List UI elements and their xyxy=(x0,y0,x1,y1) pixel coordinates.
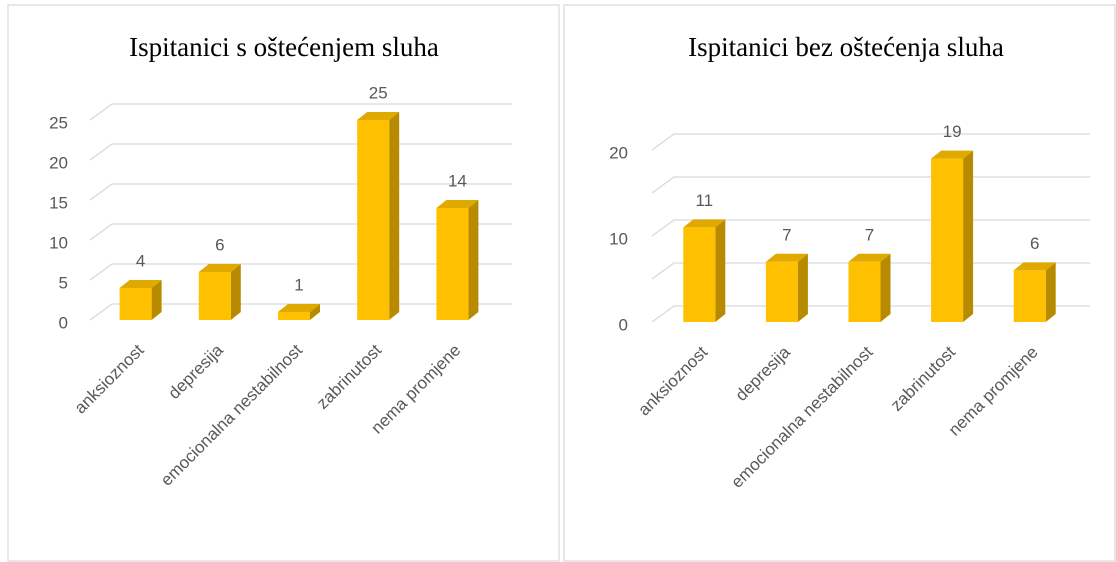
y-tick-label: 10 xyxy=(609,229,628,248)
bar-top xyxy=(683,219,726,228)
bar-side xyxy=(797,253,808,322)
y-tick-label: 20 xyxy=(609,143,628,162)
chart-title: Ispitanici bez oštećenja sluha xyxy=(688,32,1004,62)
y-tick-label: 20 xyxy=(49,153,68,172)
y-tick-label: 0 xyxy=(59,313,68,332)
grid-line xyxy=(651,133,1090,151)
value-label: 25 xyxy=(369,83,388,102)
bar xyxy=(119,288,152,320)
bar-top xyxy=(931,150,974,159)
bar-side xyxy=(963,150,974,322)
y-tick-label: 5 xyxy=(59,273,68,292)
bar xyxy=(683,227,716,322)
value-label: 4 xyxy=(136,251,145,270)
bar-side xyxy=(230,264,241,320)
bar-side xyxy=(151,280,162,320)
grid-line xyxy=(89,103,512,121)
y-tick-label: 25 xyxy=(49,113,68,132)
chart-title: Ispitanici s oštećenjem sluha xyxy=(129,32,439,62)
bar-side xyxy=(389,112,400,320)
bar xyxy=(278,312,310,320)
bar xyxy=(848,261,881,322)
value-label: 14 xyxy=(448,171,467,190)
value-label: 6 xyxy=(1030,234,1039,253)
y-tick-label: 0 xyxy=(619,315,628,334)
bar xyxy=(198,272,231,320)
bar-side xyxy=(310,304,320,320)
bar xyxy=(765,261,798,322)
bar xyxy=(357,120,390,320)
bar-side xyxy=(468,200,479,320)
y-tick-label: 10 xyxy=(49,233,68,252)
bar-top xyxy=(765,253,808,262)
bar-side xyxy=(880,253,891,322)
bar xyxy=(931,158,964,322)
bar-top xyxy=(357,112,400,120)
value-label: 6 xyxy=(215,235,224,254)
value-label: 7 xyxy=(782,225,791,244)
bar-top xyxy=(198,264,241,272)
bar-top xyxy=(436,200,479,208)
value-label: 7 xyxy=(865,225,874,244)
value-label: 1 xyxy=(294,275,303,294)
bar-top xyxy=(1013,262,1056,271)
value-label: 11 xyxy=(695,191,713,210)
bar xyxy=(436,208,469,320)
y-tick-label: 15 xyxy=(49,193,68,212)
bar-top xyxy=(848,253,891,262)
bar-side xyxy=(1045,262,1056,322)
bar-top xyxy=(119,280,162,288)
bar xyxy=(1013,270,1046,322)
bar-side xyxy=(715,219,726,322)
bar-top xyxy=(278,304,320,312)
value-label: 19 xyxy=(943,122,962,141)
